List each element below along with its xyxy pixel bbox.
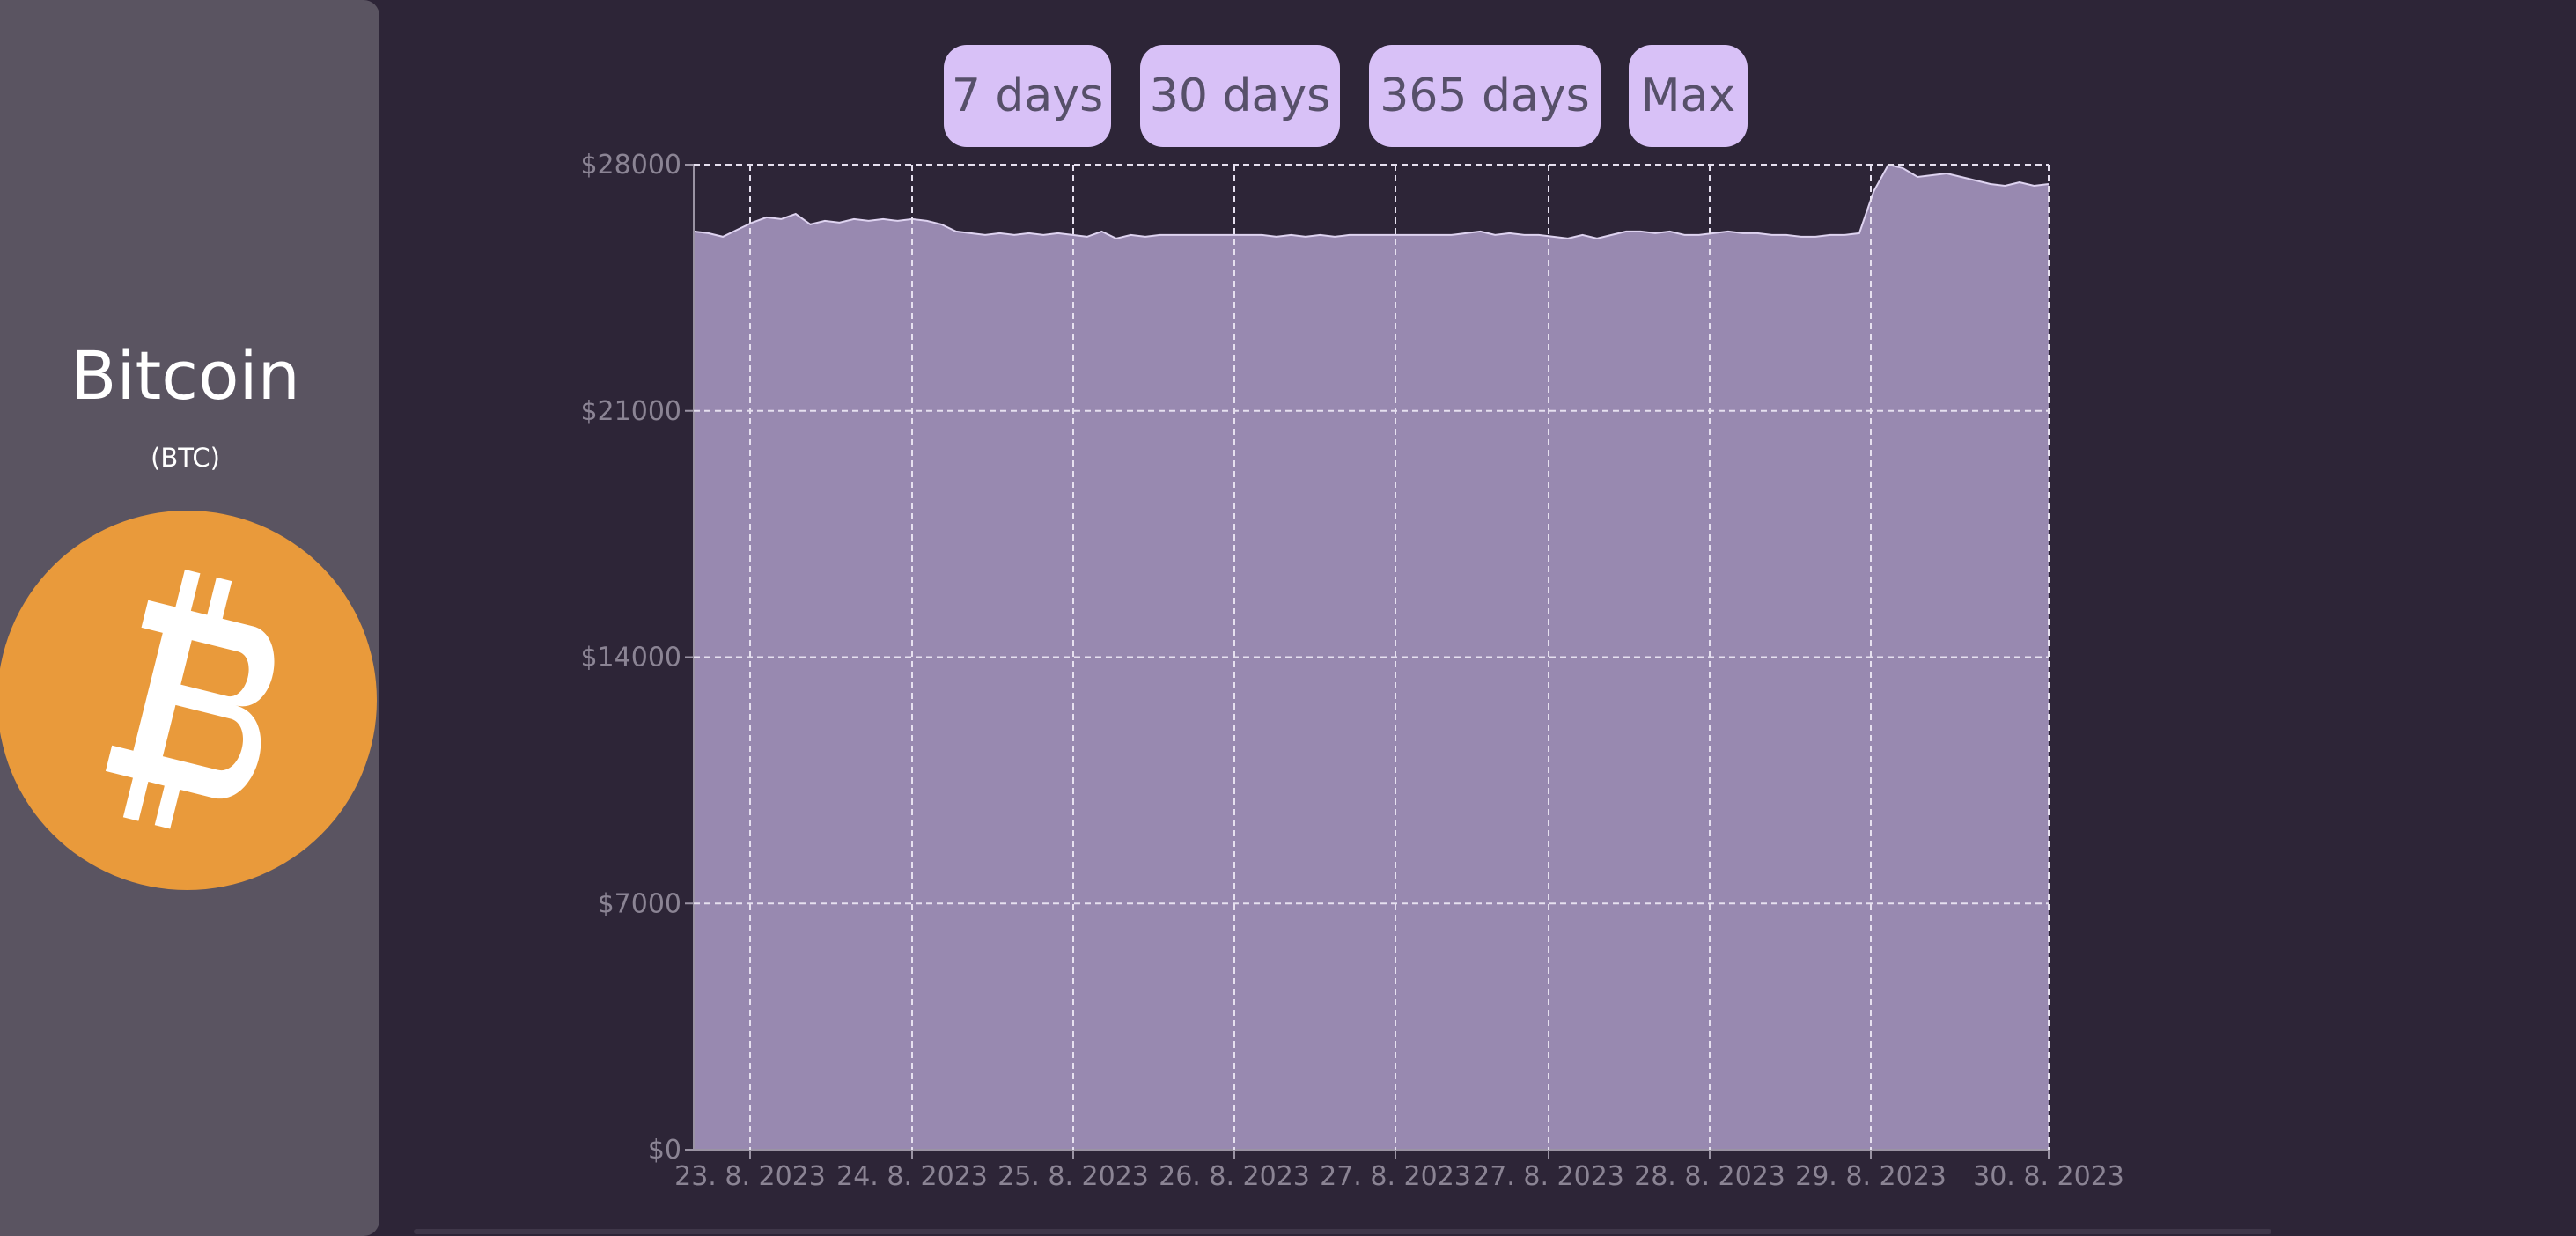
range-30-days-button[interactable]: 30 days — [1140, 45, 1340, 147]
y-tick-label: $21000 — [580, 396, 681, 427]
range-7-days-button[interactable]: 7 days — [944, 45, 1111, 147]
x-tick-label: 23. 8. 2023 — [674, 1161, 826, 1192]
coin-name: Bitcoin — [70, 336, 300, 415]
coin-sidebar: Bitcoin (BTC) — [0, 0, 379, 1236]
horizontal-scrollbar[interactable] — [414, 1229, 2271, 1234]
y-tick-label: $14000 — [580, 643, 681, 673]
x-tick-label: 25. 8. 2023 — [997, 1161, 1149, 1192]
y-tick-label: $28000 — [580, 150, 681, 180]
coin-symbol: (BTC) — [151, 443, 220, 473]
x-tick-label: 29. 8. 2023 — [1795, 1161, 1947, 1192]
price-line — [693, 163, 2050, 239]
y-tick-label: $0 — [648, 1135, 681, 1166]
x-tick-label: 26. 8. 2023 — [1159, 1161, 1310, 1192]
x-tick-label: 27. 8. 2023 — [1473, 1161, 1624, 1192]
bitcoin-logo-icon — [0, 511, 377, 890]
x-tick-label: 27. 8. 2023 — [1320, 1161, 1471, 1192]
range-365-days-button[interactable]: 365 days — [1369, 45, 1601, 147]
y-tick-label: $7000 — [598, 888, 681, 919]
x-tick-label: 24. 8. 2023 — [836, 1161, 988, 1192]
x-tick-label: 30. 8. 2023 — [1973, 1161, 2124, 1192]
range-max-button[interactable]: Max — [1629, 45, 1748, 147]
x-tick-label: 28. 8. 2023 — [1634, 1161, 1785, 1192]
